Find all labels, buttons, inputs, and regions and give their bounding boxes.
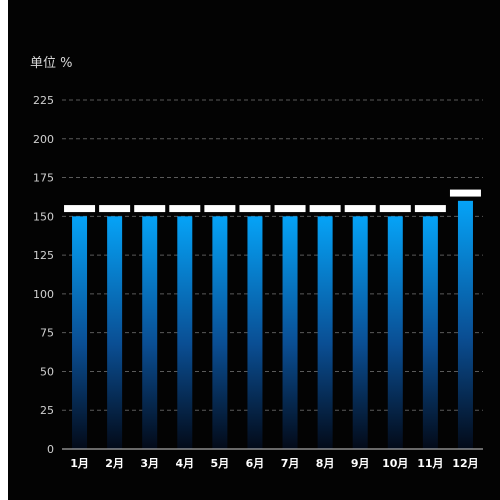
y-tick-label: 225 (33, 94, 54, 107)
bar-cap (379, 205, 411, 213)
y-tick-label: 200 (33, 133, 54, 146)
bar[interactable] (387, 216, 403, 449)
bar-cap (239, 205, 271, 213)
bar[interactable] (107, 216, 123, 449)
bar-cap (309, 205, 341, 213)
bar-cap (99, 205, 131, 213)
y-tick-label: 75 (40, 327, 54, 340)
bar[interactable] (177, 216, 193, 449)
x-tick-label: 10月 (382, 457, 408, 470)
x-tick-label: 5月 (211, 457, 230, 470)
bar[interactable] (282, 216, 298, 449)
bar-cap (414, 205, 446, 213)
x-tick-label: 3月 (140, 457, 159, 470)
y-tick-label: 100 (33, 288, 54, 301)
bar-cap (204, 205, 236, 213)
bar-caps (64, 189, 481, 213)
y-axis-unit-label: 单位 % (30, 56, 73, 71)
bar-cap (169, 205, 201, 213)
y-tick-label: 50 (40, 365, 54, 378)
bar-cap (344, 205, 376, 213)
bar[interactable] (457, 200, 473, 449)
x-tick-label: 7月 (281, 457, 300, 470)
y-tick-label: 175 (33, 172, 54, 185)
y-tick-label: 125 (33, 249, 54, 262)
bar[interactable] (422, 216, 438, 449)
bar-cap (134, 205, 166, 213)
bar-cap (64, 205, 96, 213)
bar[interactable] (72, 216, 88, 449)
y-tick-label: 0 (47, 443, 54, 456)
y-tick-label: 25 (40, 404, 54, 417)
grid-lines (62, 99, 483, 411)
x-tick-label: 1月 (70, 457, 89, 470)
bar[interactable] (247, 216, 263, 449)
x-axis-labels: 1月 2月 3月 4月 5月 6月 7月 8月 9月 10月 11月 12月 (70, 457, 478, 470)
bar[interactable] (212, 216, 228, 449)
x-tick-label: 6月 (246, 457, 265, 470)
bar[interactable] (352, 216, 368, 449)
bars (72, 200, 473, 449)
bar-cap (274, 205, 306, 213)
x-tick-label: 9月 (351, 457, 370, 470)
bar[interactable] (317, 216, 333, 449)
bar[interactable] (142, 216, 158, 449)
x-tick-label: 8月 (316, 457, 335, 470)
y-axis-ticks: 0 25 50 75 100 125 150 175 200 225 (33, 94, 54, 456)
x-tick-label: 11月 (417, 457, 443, 470)
y-tick-label: 150 (33, 210, 54, 223)
bar-cap (449, 189, 481, 197)
x-tick-label: 4月 (175, 457, 194, 470)
x-tick-label: 12月 (452, 457, 478, 470)
x-tick-label: 2月 (105, 457, 124, 470)
